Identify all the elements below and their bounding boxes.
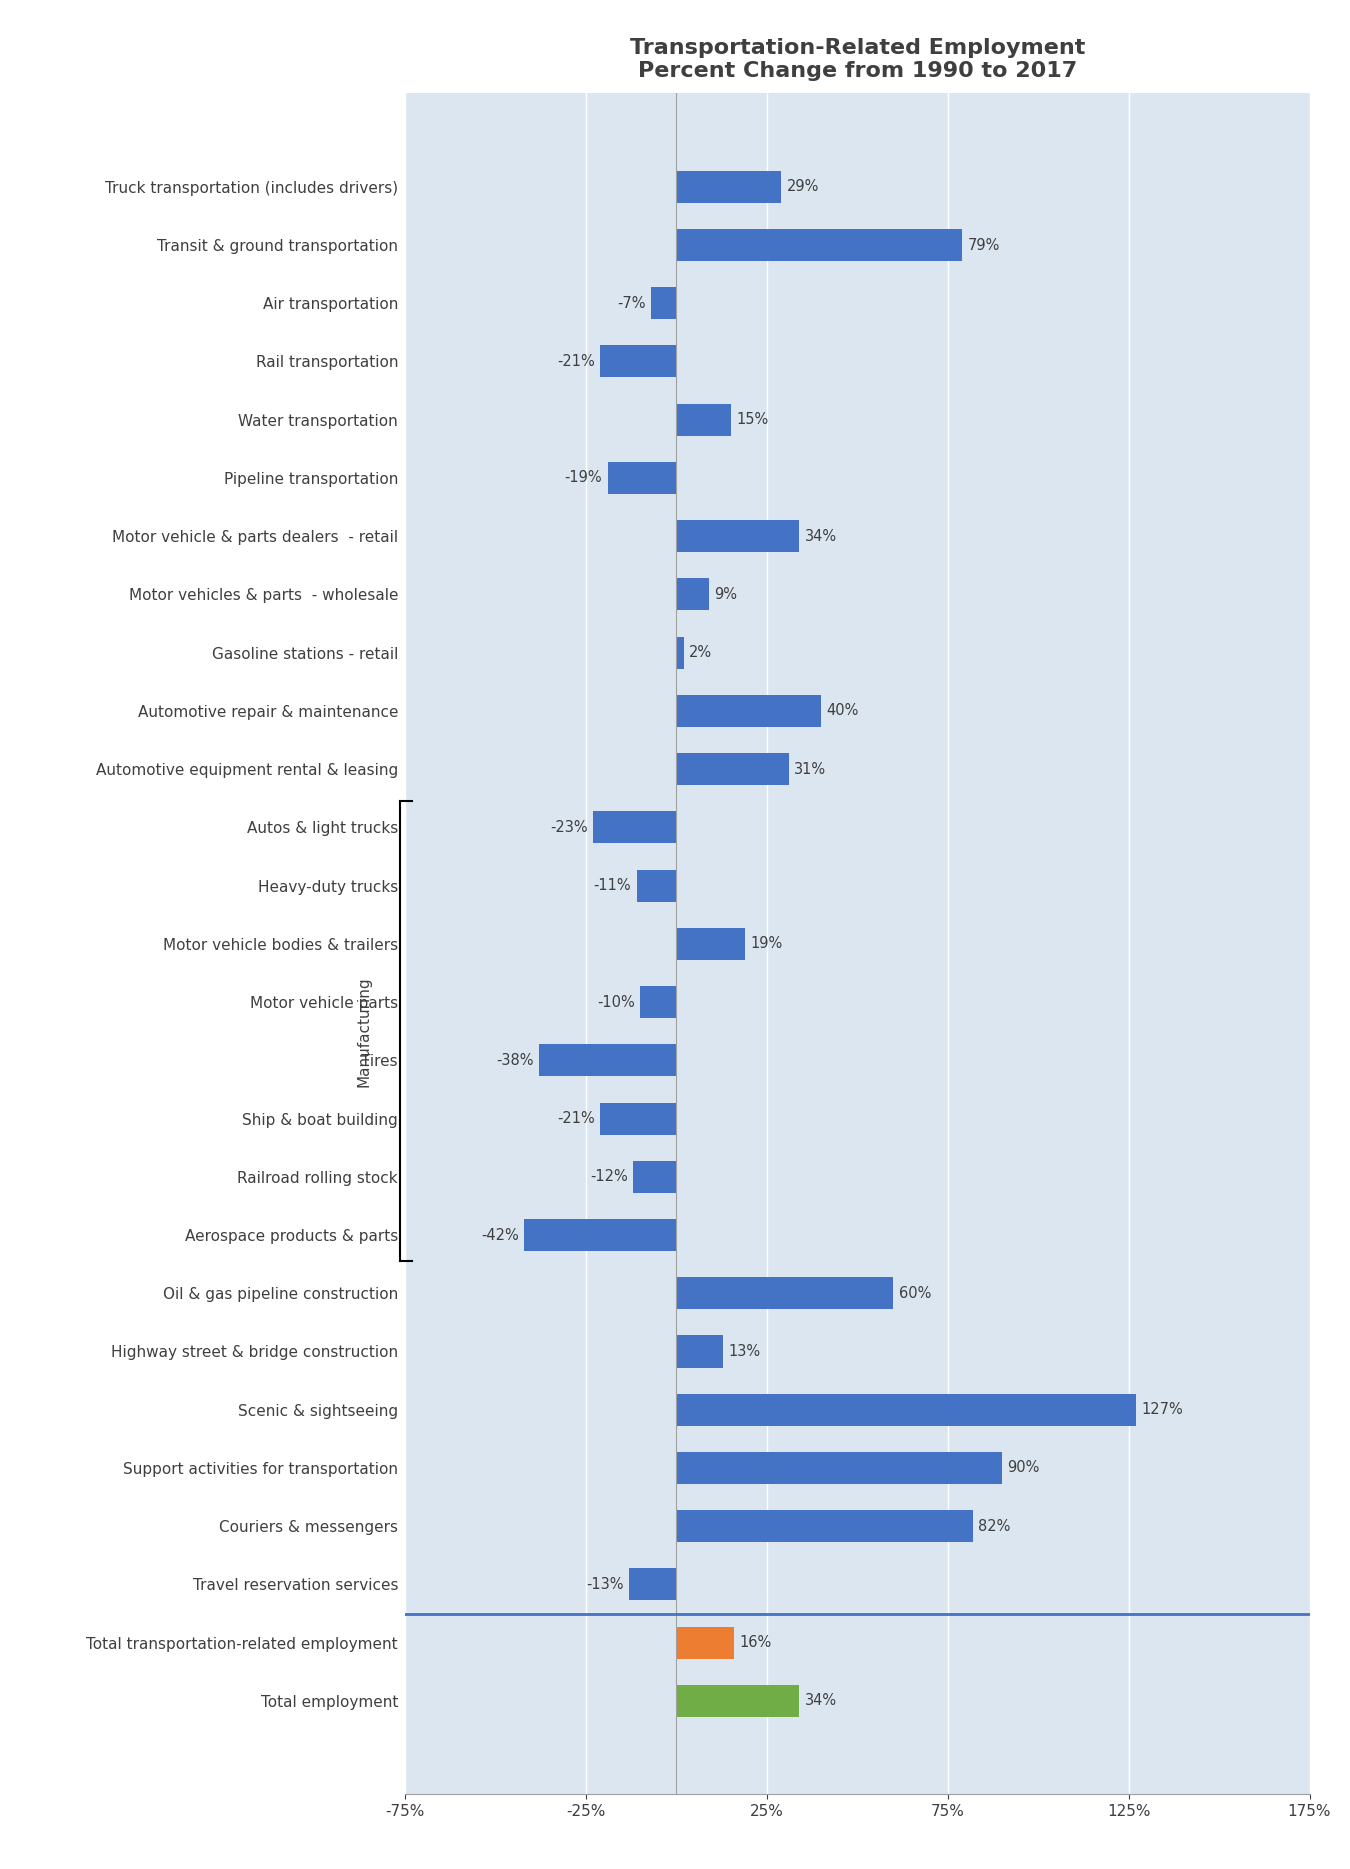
Bar (676, 520, 799, 551)
Bar (676, 170, 782, 204)
Bar (676, 1277, 894, 1310)
Bar (676, 695, 821, 727)
Text: 31%: 31% (794, 763, 826, 778)
Text: -19%: -19% (564, 471, 602, 486)
Text: -13%: -13% (586, 1577, 624, 1592)
Bar (651, 288, 676, 320)
Text: 34%: 34% (805, 529, 837, 544)
Bar (676, 1452, 1002, 1484)
Bar (524, 1219, 676, 1250)
Text: 29%: 29% (787, 179, 819, 194)
Text: -7%: -7% (617, 295, 645, 310)
Bar (676, 1510, 973, 1542)
Bar (637, 869, 676, 901)
Bar (676, 230, 963, 262)
Bar (539, 1045, 676, 1077)
Text: -23%: -23% (549, 820, 587, 835)
Text: -10%: -10% (597, 994, 634, 1009)
Text: 19%: 19% (751, 936, 783, 951)
Bar (629, 1568, 676, 1600)
Text: 82%: 82% (979, 1519, 1011, 1534)
Bar (676, 1336, 724, 1368)
Text: 127%: 127% (1141, 1402, 1183, 1417)
Bar (676, 927, 745, 961)
Bar (608, 462, 676, 493)
Bar (601, 1103, 676, 1134)
Bar (601, 346, 676, 378)
Text: 9%: 9% (714, 587, 737, 602)
Text: -21%: -21% (558, 1110, 595, 1125)
Bar (676, 404, 730, 435)
Text: Manufacturing: Manufacturing (356, 976, 371, 1086)
Bar (676, 637, 683, 669)
Text: 90%: 90% (1007, 1460, 1040, 1475)
Bar (593, 811, 676, 843)
Text: 40%: 40% (826, 703, 859, 718)
Bar (640, 987, 676, 1019)
Text: 60%: 60% (899, 1286, 931, 1301)
Text: 13%: 13% (729, 1344, 761, 1359)
Text: 79%: 79% (968, 237, 1000, 252)
Text: 15%: 15% (736, 413, 768, 428)
Title: Transportation-Related Employment
Percent Change from 1990 to 2017: Transportation-Related Employment Percen… (629, 37, 1085, 80)
Text: -11%: -11% (594, 878, 630, 893)
Text: -38%: -38% (495, 1052, 533, 1067)
Bar (676, 753, 788, 785)
Bar (676, 578, 709, 611)
Bar (633, 1161, 676, 1192)
Text: -12%: -12% (590, 1170, 628, 1185)
Bar (676, 1394, 1135, 1426)
Text: 16%: 16% (740, 1635, 772, 1650)
Text: -21%: -21% (558, 353, 595, 368)
Bar (676, 1626, 734, 1658)
Text: -42%: -42% (481, 1228, 518, 1243)
Text: 2%: 2% (688, 645, 713, 660)
Bar (676, 1684, 799, 1718)
Text: 34%: 34% (805, 1693, 837, 1708)
